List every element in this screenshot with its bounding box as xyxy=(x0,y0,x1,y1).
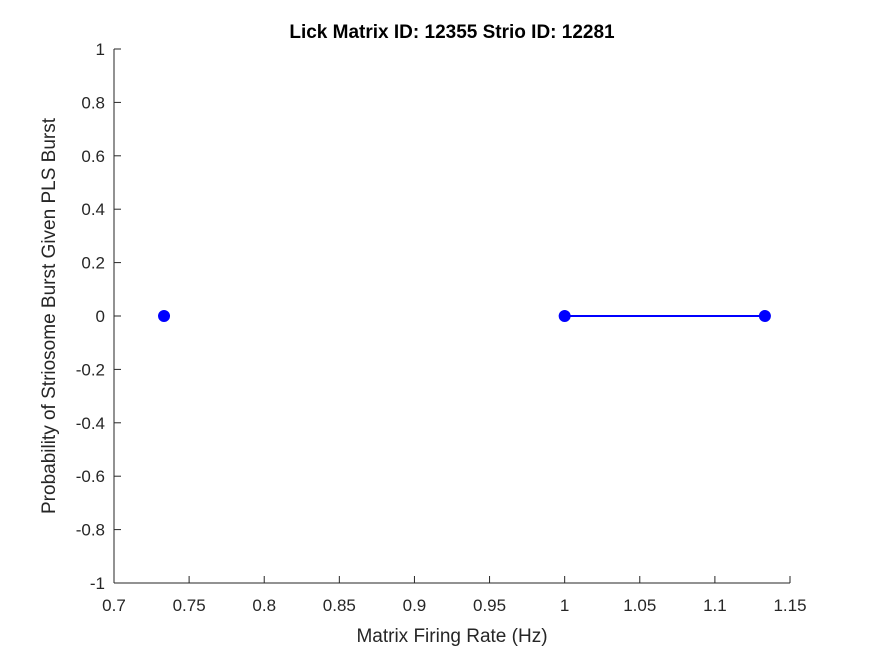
y-tick-label: -1 xyxy=(90,574,105,593)
y-tick-label: -0.2 xyxy=(76,360,105,379)
x-tick-label: 1.1 xyxy=(703,596,727,615)
plot-area xyxy=(158,310,771,322)
x-tick-label: 0.8 xyxy=(252,596,276,615)
x-axis-label: Matrix Firing Rate (Hz) xyxy=(356,626,547,647)
data-point xyxy=(558,310,571,322)
x-tick-label: 1.15 xyxy=(773,596,806,615)
x-tick-label: 1 xyxy=(560,596,569,615)
y-axis-label: Probability of Striosome Burst Given PLS… xyxy=(39,117,60,514)
y-tick-label: 0.8 xyxy=(81,93,105,112)
x-tick-label: 0.95 xyxy=(473,596,506,615)
y-tick-label: -0.6 xyxy=(76,467,105,486)
y-tick-label: 0.4 xyxy=(81,200,105,219)
y-tick-label: 0.2 xyxy=(81,254,105,273)
y-tick-label: -0.4 xyxy=(76,414,105,433)
x-tick-label: 1.05 xyxy=(623,596,656,615)
y-tick-label: -0.8 xyxy=(76,521,105,540)
y-tick-label: 0.6 xyxy=(81,147,105,166)
data-point xyxy=(758,310,771,322)
x-tick-label: 0.9 xyxy=(403,596,427,615)
x-tick-label: 0.75 xyxy=(173,596,206,615)
axes: 0.7 0.75 0.8 0.85 0.9 0.95 1 1.05 1.1 1.15 1 0.8 0.6… xyxy=(76,40,807,615)
data-point xyxy=(158,310,171,322)
y-tick-label: 1 xyxy=(96,40,105,59)
x-tick-label: 0.85 xyxy=(323,596,356,615)
chart-title: Lick Matrix ID: 12355 Strio ID: 12281 xyxy=(289,22,615,43)
y-tick-label: 0 xyxy=(96,307,105,326)
x-tick-label: 0.7 xyxy=(102,596,126,615)
